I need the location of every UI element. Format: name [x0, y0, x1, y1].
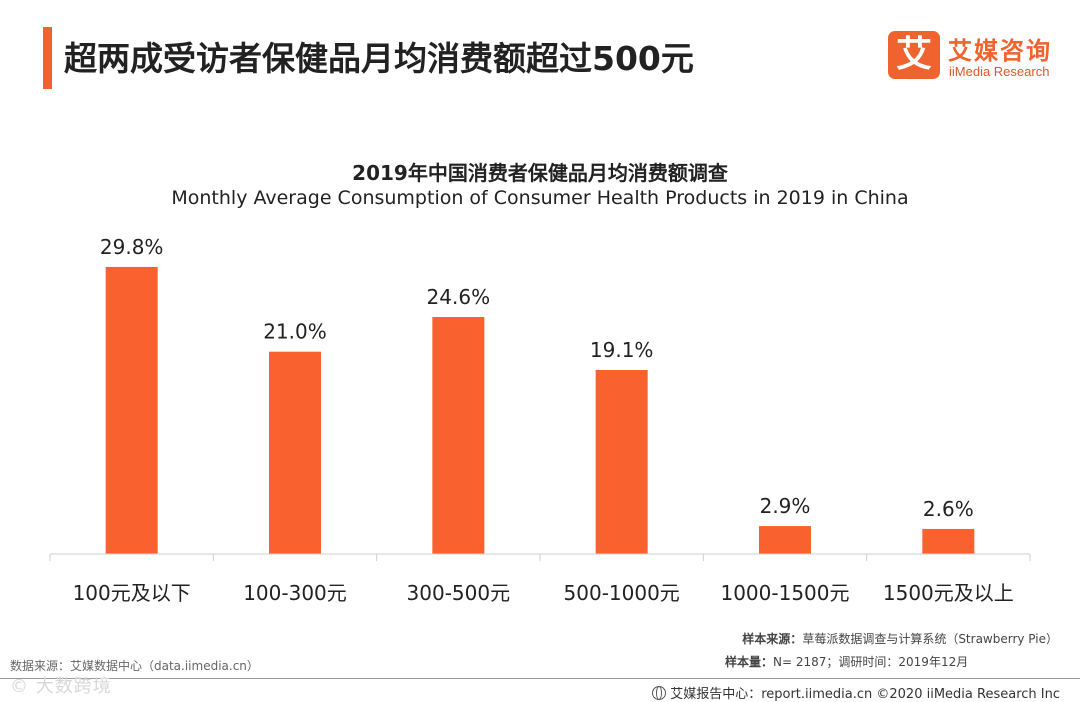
value-label: 21.0% — [263, 320, 327, 344]
value-label: 19.1% — [590, 338, 654, 362]
value-label: 2.6% — [923, 497, 974, 521]
value-label: 24.6% — [427, 285, 491, 309]
chart-title: 2019年中国消费者保健品月均消费额调查 — [352, 161, 728, 185]
sample-size-label: 样本量： — [725, 655, 774, 669]
iimedia-logo: 艾 艾媒咨询 iiMedia Research — [888, 31, 1068, 83]
value-label: 29.8% — [100, 235, 164, 259]
bar — [922, 528, 975, 554]
globe-icon — [652, 686, 667, 700]
value-labels: 29.8% 21.0% 24.6% 19.1% 2.9% 2.6% — [100, 235, 974, 521]
category-label: 300-500元 — [407, 581, 511, 605]
logo-name: 艾媒咨询 — [948, 37, 1052, 65]
bar — [595, 370, 648, 554]
bar — [759, 526, 811, 554]
bar — [432, 317, 485, 554]
sample-source-value: 草莓派数据调查与计算系统（Strawberry Pie） — [802, 632, 1058, 646]
watermark: © 大数跨境 — [10, 676, 112, 697]
value-label: 2.9% — [760, 494, 811, 518]
chart-subtitle: Monthly Average Consumption of Consumer … — [171, 187, 909, 209]
data-source: 数据来源：艾媒数据中心（data.iimedia.cn） — [10, 659, 259, 673]
report-center-text: 艾媒报告中心：report.iimedia.cn ©2020 iiMedia R… — [670, 687, 1060, 702]
logo-subtitle: iiMedia Research — [949, 64, 1050, 79]
category-label: 1000-1500元 — [720, 581, 849, 605]
category-labels: 100元及以下 100-300元 300-500元 500-1000元 1000-150… — [73, 581, 1014, 605]
sample-source-label: 样本来源： — [742, 632, 803, 646]
sample-size: 样本量：N= 2187；调研时间：2019年12月 — [725, 653, 968, 670]
sample-source: 样本来源：草莓派数据调查与计算系统（Strawberry Pie） — [742, 630, 1058, 647]
x-axis-ticks — [49, 554, 1031, 561]
bar-series — [105, 266, 975, 554]
page-title: 超两成受访者保健品月均消费额超过500元 — [64, 39, 694, 78]
logo-mark-icon: 艾 — [888, 31, 940, 79]
category-label: 100元及以下 — [73, 581, 191, 605]
bar — [269, 351, 321, 554]
report-center: 艾媒报告中心：report.iimedia.cn ©2020 iiMedia R… — [652, 683, 1060, 702]
footer-divider — [0, 678, 1080, 679]
sample-size-value: N= 2187；调研时间：2019年12月 — [773, 655, 969, 669]
title-accent-bar — [43, 27, 52, 89]
bar — [105, 266, 158, 554]
category-label: 100-300元 — [243, 581, 347, 605]
category-label: 1500元及以上 — [883, 581, 1014, 605]
category-label: 500-1000元 — [564, 581, 680, 605]
